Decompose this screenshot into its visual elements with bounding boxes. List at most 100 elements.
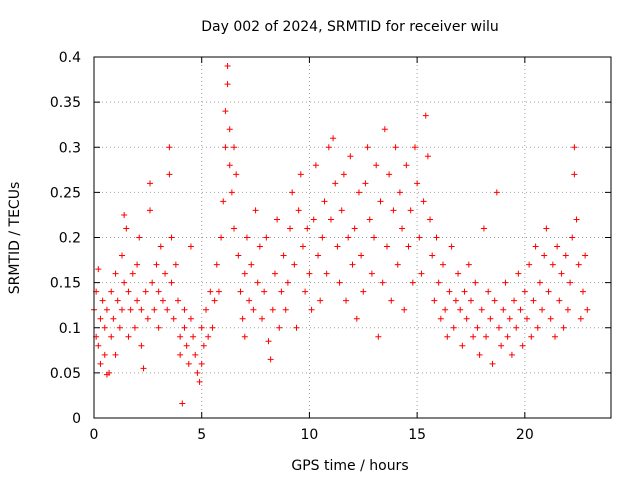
data-point: [157, 243, 164, 250]
data-point: [155, 288, 162, 295]
data-point: [243, 234, 250, 241]
data-point: [125, 333, 132, 340]
data-point: [248, 261, 255, 268]
data-point: [338, 207, 345, 214]
data-point: [330, 135, 337, 142]
data-point: [284, 279, 291, 286]
data-point: [517, 306, 524, 313]
data-point: [209, 324, 216, 331]
data-point: [401, 306, 408, 313]
data-point: [315, 252, 322, 259]
ticks-layer: [93, 56, 611, 419]
data-point: [567, 279, 574, 286]
data-point: [144, 315, 151, 322]
data-point: [306, 270, 313, 277]
data-point: [399, 225, 406, 232]
data-point: [233, 171, 240, 178]
data-point: [159, 297, 166, 304]
data-point: [164, 306, 171, 313]
data-point: [511, 297, 518, 304]
x-tick-labels: 0 5 10 15 20: [90, 427, 534, 443]
data-point: [215, 288, 222, 295]
data-point: [485, 288, 492, 295]
data-point: [543, 225, 550, 232]
data-point: [119, 252, 126, 259]
data-point: [508, 351, 515, 358]
data-point: [185, 360, 192, 367]
data-point: [558, 270, 565, 277]
data-point: [134, 261, 141, 268]
data-point: [388, 297, 395, 304]
data-point: [151, 306, 158, 313]
data-point: [515, 270, 522, 277]
data-point: [487, 315, 494, 322]
data-point: [205, 333, 212, 340]
data-point: [368, 270, 375, 277]
data-point: [302, 288, 309, 295]
data-point: [345, 234, 352, 241]
data-point: [110, 315, 117, 322]
data-point: [140, 365, 147, 372]
data-point: [483, 333, 490, 340]
data-point: [442, 306, 449, 313]
data-point: [203, 306, 210, 313]
data-point: [179, 400, 186, 407]
data-point: [465, 261, 472, 268]
data-point: [340, 171, 347, 178]
data-point: [231, 225, 238, 232]
y-tick-label: 0.3: [59, 140, 81, 156]
data-point: [97, 360, 104, 367]
y-tick-label: 0.2: [59, 231, 81, 247]
data-point: [274, 216, 281, 223]
data-point: [536, 279, 543, 286]
data-point: [181, 324, 188, 331]
data-point: [390, 207, 397, 214]
data-point: [472, 279, 479, 286]
data-point: [271, 270, 278, 277]
data-point: [239, 315, 246, 322]
data-point: [228, 189, 235, 196]
data-point: [127, 306, 134, 313]
data-point: [310, 216, 317, 223]
data-point: [366, 216, 373, 223]
data-point: [416, 234, 423, 241]
data-point: [235, 252, 242, 259]
chart-title: Day 002 of 2024, SRMTID for receiver wil…: [201, 19, 499, 35]
data-point: [297, 171, 304, 178]
data-point: [250, 306, 257, 313]
data-point: [222, 144, 229, 151]
y-tick-label: 0.35: [50, 95, 81, 111]
data-point: [112, 351, 119, 358]
data-point: [478, 306, 485, 313]
data-point: [519, 342, 526, 349]
data-point: [541, 252, 548, 259]
data-point: [155, 324, 162, 331]
data-point: [575, 261, 582, 268]
data-point: [312, 162, 319, 169]
data-point: [241, 333, 248, 340]
data-point: [194, 369, 201, 376]
data-point: [375, 333, 382, 340]
y-tick-label: 0.25: [50, 185, 81, 201]
data-point: [289, 189, 296, 196]
x-tick-label: 15: [408, 427, 426, 443]
data-point: [470, 333, 477, 340]
data-point: [463, 315, 470, 322]
data-point: [259, 315, 266, 322]
data-point: [170, 315, 177, 322]
data-point: [108, 288, 115, 295]
data-point: [429, 252, 436, 259]
data-point: [439, 261, 446, 268]
data-point: [142, 288, 149, 295]
data-point: [226, 162, 233, 169]
data-point: [495, 324, 502, 331]
data-point: [101, 351, 108, 358]
data-point: [252, 207, 259, 214]
data-point: [545, 288, 552, 295]
data-point: [433, 234, 440, 241]
data-point: [571, 171, 578, 178]
y-axis-label: SRMTID / TECUs: [7, 182, 23, 295]
data-point: [267, 356, 274, 363]
x-tick-label: 20: [516, 427, 534, 443]
data-point: [556, 297, 563, 304]
